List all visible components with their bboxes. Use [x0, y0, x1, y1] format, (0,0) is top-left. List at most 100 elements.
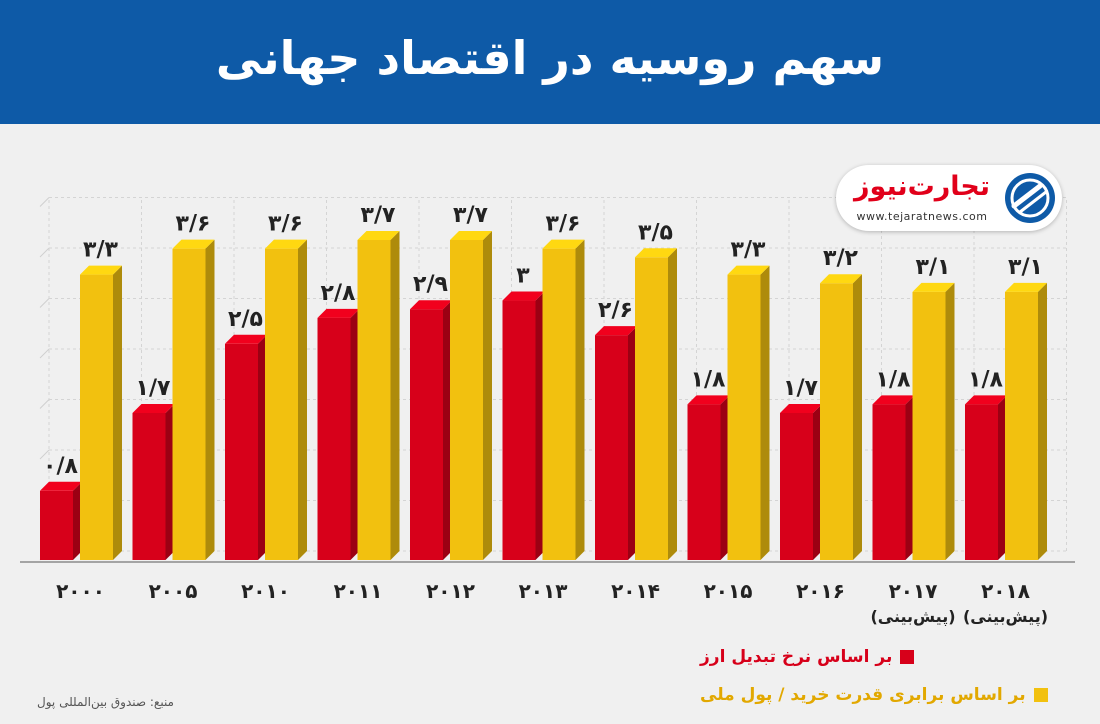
bar-top [1005, 282, 1047, 292]
legend-label: بر اساس نرخ تبدیل ارز [700, 647, 893, 667]
bar-front [172, 248, 206, 560]
bar-front [687, 404, 721, 560]
data-label: ۳/۷ [453, 203, 488, 228]
bar-top [172, 239, 215, 249]
bar-front [317, 317, 351, 560]
bar-front [40, 490, 73, 560]
data-label: ۳/۳ [83, 238, 118, 263]
bar-side [535, 291, 545, 560]
x-tick-label: ۲۰۱۱ [334, 579, 383, 603]
globe-icon [1005, 173, 1055, 223]
bar-top [687, 395, 730, 405]
bar-top [225, 334, 267, 344]
bar-top [542, 239, 585, 249]
bar-top [635, 248, 677, 258]
x-tick-label: ۲۰۱۳ [519, 579, 568, 603]
data-label: ۱/۷ [783, 376, 818, 401]
bar-front [912, 291, 946, 560]
x-tick-label: ۲۰۱۰ [241, 579, 290, 603]
bar-front [502, 300, 536, 560]
data-label: ۱/۸ [691, 367, 726, 392]
data-label: ۲/۸ [321, 281, 356, 306]
source-note: منبع: صندوق بین‌المللی پول [37, 695, 174, 709]
bar-top [132, 403, 175, 413]
bar-top [502, 291, 545, 301]
bar-side [165, 403, 175, 560]
data-label: ۳/۲ [823, 246, 858, 271]
bar-front [727, 274, 761, 560]
data-label: ۱/۸ [968, 367, 1003, 392]
bar-top [912, 282, 955, 292]
legend-swatch-yellow [1033, 688, 1048, 702]
bar-top [820, 274, 862, 284]
x-tick-label: ۲۰۱۲ [426, 579, 475, 603]
data-label: ۰/۸ [43, 454, 78, 479]
bar-top [780, 403, 822, 413]
data-label: ۳/۷ [361, 203, 396, 228]
x-tick-label: ۲۰۱۴ [611, 579, 660, 603]
x-tick-label: ۲۰۰۰ [56, 579, 105, 603]
bar-front [965, 404, 998, 560]
bar-top [317, 308, 360, 318]
x-tick-label: (پیش‌بینی) [870, 607, 955, 627]
bar-side [390, 231, 400, 560]
data-label: ۳/۳ [731, 238, 766, 263]
logo-url: www.tejaratnews.com [856, 210, 988, 223]
logo-name: تجارت‌نیوز [853, 171, 991, 202]
bar-chart: ۰/۸ ۳/۳ ۲۰۰۰ ۱/۷ ۳/۶ ۲۰۰۵ ۲/۵ ۳/۶ ۲۰۱۰ ۲/۸ ۳/۷ ۲۰۱۱… [20, 197, 1075, 627]
bar-top [872, 395, 915, 405]
data-label: ۳/۶ [546, 212, 581, 237]
bar-top [595, 326, 637, 336]
bar-front [410, 309, 443, 560]
data-label: ۳/۶ [268, 212, 303, 237]
bar-top [40, 481, 82, 491]
bar-front [225, 343, 258, 560]
bar-front [1005, 291, 1038, 560]
bar-front [820, 283, 853, 560]
bar-front [780, 412, 813, 560]
bar-side [113, 265, 122, 560]
bar-top [727, 265, 770, 275]
grid-tick [39, 298, 50, 308]
bar-side [73, 481, 82, 560]
bar-side [628, 326, 637, 560]
bar-side [945, 282, 955, 560]
x-tick-label: (پیش‌بینی) [963, 607, 1048, 627]
bar-top [265, 239, 307, 249]
data-label: ۲/۹ [413, 272, 448, 297]
bar-side [905, 395, 915, 560]
data-label: ۳ [516, 264, 530, 289]
bar-top [80, 265, 122, 275]
bar-side [813, 403, 822, 560]
legend-item-ppp: بر اساس برابری قدرت خرید / پول ملی [700, 683, 1060, 707]
bar-front [635, 257, 668, 560]
x-tick-label: ۲۰۱۷ [889, 579, 938, 603]
bar-side [720, 395, 730, 560]
bar-side [760, 265, 770, 560]
legend-label: بر اساس برابری قدرت خرید / پول ملی [700, 685, 1026, 705]
data-label: ۳/۱ [916, 255, 951, 280]
data-label: ۳/۱ [1008, 255, 1043, 280]
grid-tick [39, 348, 50, 359]
data-label: ۲/۵ [228, 307, 263, 332]
data-label: ۱/۷ [136, 376, 171, 401]
bar-side [1038, 282, 1047, 560]
data-label: ۳/۶ [176, 212, 211, 237]
bar-front [357, 240, 391, 560]
bar-side [575, 239, 585, 560]
legend-swatch-red [900, 650, 915, 664]
bar-side [998, 395, 1007, 560]
data-label: ۳/۵ [638, 220, 673, 245]
bar-front [265, 248, 298, 560]
bar-top [965, 395, 1007, 405]
bar-front [542, 248, 576, 560]
data-label: ۲/۶ [598, 298, 633, 323]
x-tick-label: ۲۰۱۸ [981, 579, 1030, 603]
grid-tick [39, 449, 50, 460]
bar-front [80, 274, 113, 560]
bar-side [443, 300, 452, 560]
bar-side [205, 239, 215, 560]
bar-front [872, 404, 906, 560]
x-tick-label: ۲۰۱۶ [796, 579, 845, 603]
grid-tick [39, 399, 50, 409]
